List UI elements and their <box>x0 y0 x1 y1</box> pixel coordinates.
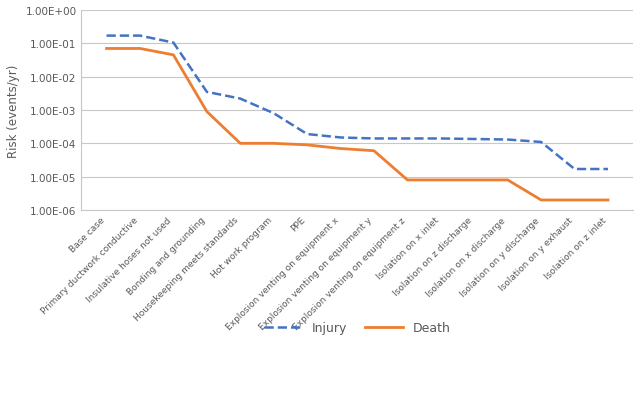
Injury <box>470 137 478 142</box>
Injury <box>437 137 445 142</box>
Death <box>236 142 244 146</box>
Death <box>337 147 344 152</box>
Injury <box>102 34 110 39</box>
Death <box>136 47 144 52</box>
Death <box>370 149 378 154</box>
Death <box>571 198 579 203</box>
Injury <box>170 41 177 46</box>
Death <box>470 178 478 183</box>
Injury <box>571 167 579 172</box>
Line: Death: Death <box>106 49 608 200</box>
Death <box>404 178 412 183</box>
Line: Injury: Injury <box>106 36 608 170</box>
Injury <box>404 137 412 142</box>
Death <box>504 178 511 183</box>
Injury <box>504 138 511 143</box>
Death <box>270 142 278 146</box>
Injury <box>136 34 144 39</box>
Death <box>102 47 110 52</box>
Death <box>303 143 311 148</box>
Injury <box>303 132 311 137</box>
Injury <box>337 136 344 140</box>
Injury <box>270 111 278 116</box>
Y-axis label: Risk (events/yr): Risk (events/yr) <box>7 64 20 157</box>
Death <box>437 178 445 183</box>
Death <box>604 198 612 203</box>
Injury <box>203 90 211 95</box>
Death <box>203 110 211 115</box>
Death <box>170 53 177 58</box>
Legend: Injury, Death: Injury, Death <box>259 316 456 340</box>
Injury <box>538 140 545 145</box>
Injury <box>236 97 244 102</box>
Injury <box>604 167 612 172</box>
Death <box>538 198 545 203</box>
Injury <box>370 137 378 142</box>
